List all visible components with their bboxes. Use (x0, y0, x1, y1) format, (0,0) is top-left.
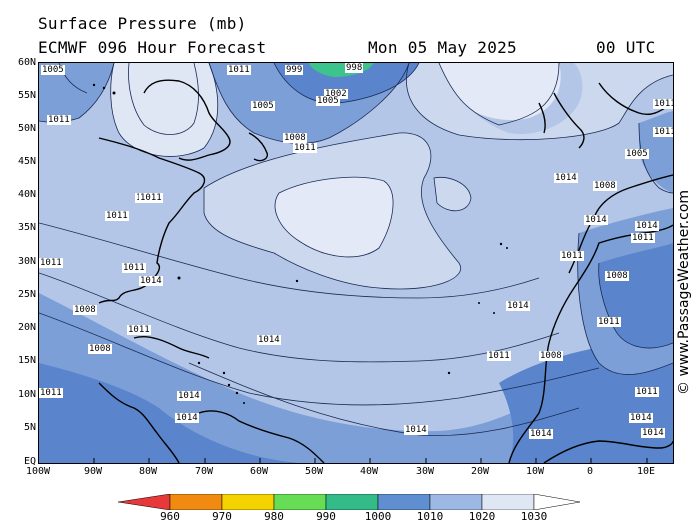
lat-label: EQ (23, 456, 36, 467)
lat-label: 25N (17, 289, 36, 300)
isobar-label: 1011 (139, 193, 163, 203)
colorbar-label: 1030 (520, 510, 548, 523)
lat-label: 50N (17, 123, 36, 134)
isobar-label: 1011 (293, 143, 317, 153)
pressure-map: 1005 999 998 1002 1011 1011 1005 1005 10… (38, 62, 674, 464)
isobar-label: 1008 (283, 133, 307, 143)
isobar-label: 1011 (39, 388, 63, 398)
isobar-label: 998 (345, 63, 364, 73)
isobar-label: 1008 (593, 181, 617, 191)
lon-label: 100W (25, 466, 51, 477)
isobar-label: 1014 (584, 215, 608, 225)
colorbar-swatch (273, 494, 327, 510)
lat-label: 55N (17, 90, 36, 101)
lat-label: 45N (17, 156, 36, 167)
islands (92, 83, 508, 404)
colorbar-swatch (429, 494, 483, 510)
forecast-date: Mon 05 May 2025 (368, 38, 517, 57)
isobar-label: 1014 (641, 428, 665, 438)
lon-label: 20W (470, 466, 490, 477)
colorbar-label: 990 (316, 510, 336, 523)
model-label: ECMWF 096 Hour Forecast (38, 38, 267, 57)
colorbar-swatch (118, 494, 171, 510)
lon-label: 90W (83, 466, 103, 477)
isobar-label: 1014 (554, 173, 578, 183)
map-ticks (93, 458, 648, 463)
isobar-label: 1011 (127, 325, 151, 335)
map-canvas (39, 63, 673, 463)
isobar-label: 1005 (625, 149, 649, 159)
isobar-label: 1011 (39, 258, 63, 268)
lat-label: 30N (17, 256, 36, 267)
map-title: Surface Pressure (mb) (38, 14, 247, 33)
isobar-label: 1011 (487, 351, 511, 361)
lon-label: 50W (304, 466, 324, 477)
lat-label: 15N (17, 355, 36, 366)
colorbar-label: 1000 (364, 510, 392, 523)
forecast-time: 00 UTC (596, 38, 656, 57)
isobar-label: 1008 (539, 351, 563, 361)
lon-label: 60W (249, 466, 269, 477)
isobar-label: 1008 (605, 271, 629, 281)
lon-label: 40W (359, 466, 379, 477)
lat-label: 40N (17, 189, 36, 200)
lon-label: 70W (194, 466, 214, 477)
isobar-label: 1005 (41, 65, 65, 75)
isobar-label: 1014 (175, 413, 199, 423)
colorbar-swatch (481, 494, 535, 510)
lat-label: 35N (17, 222, 36, 233)
colorbar-label: 1010 (416, 510, 444, 523)
lon-label: 30W (415, 466, 435, 477)
colorbar-label: 1020 (468, 510, 496, 523)
site-credit: © www.PassageWeather.com (676, 189, 692, 395)
lon-label: 10W (525, 466, 545, 477)
colorbar-swatch (221, 494, 275, 510)
isobar-label: 1011 (560, 251, 584, 261)
isobar-label: 1011 (635, 387, 659, 397)
isobar-label: 1014 (404, 425, 428, 435)
isobar-label: 1014 (506, 301, 530, 311)
lon-label: 10E (636, 466, 656, 477)
isobar-label: 1011 (122, 263, 146, 273)
isobar-label: 1002 (324, 89, 348, 99)
isobar-label: 1011 (631, 233, 655, 243)
colorbar-label: 970 (212, 510, 232, 523)
colorbar-swatch (377, 494, 431, 510)
isobar-label: 1014 (139, 276, 163, 286)
isobar-label: 1011 (227, 65, 251, 75)
pressure-field-1005 (274, 63, 419, 104)
isobar-label: 1008 (88, 344, 112, 354)
lat-label: 5N (23, 422, 36, 433)
colorbar (118, 494, 581, 510)
colorbar-swatch (325, 494, 379, 510)
lat-label: 60N (17, 57, 36, 68)
isobar-label: 1014 (257, 335, 281, 345)
colorbar-swatch (169, 494, 223, 510)
isobar-label: 1008 (73, 305, 97, 315)
colorbar-label: 980 (264, 510, 284, 523)
isobar-label: 1014 (635, 221, 659, 231)
pressure-field-1030 (275, 177, 394, 257)
lon-label: 0 (586, 466, 594, 477)
colorbar-label: 960 (160, 510, 180, 523)
isobar-label: 1014 (529, 429, 553, 439)
isobar-label: 999 (285, 65, 304, 75)
isobar-label: 1011 (653, 127, 673, 137)
isobar-label: 1014 (177, 391, 201, 401)
lat-label: 20N (17, 322, 36, 333)
isobar-label: 1005 (316, 96, 340, 106)
isobar-label: 1011 (105, 211, 129, 221)
colorbar-swatch (533, 494, 581, 510)
isobar-label: 1005 (251, 101, 275, 111)
isobar-label: 1014 (629, 413, 653, 423)
lon-label: 80W (138, 466, 158, 477)
isobar-label: 1011 (47, 115, 71, 125)
isobar-label: 1011 (597, 317, 621, 327)
lat-label: 10N (17, 389, 36, 400)
isobar-label: 1011 (653, 99, 673, 109)
